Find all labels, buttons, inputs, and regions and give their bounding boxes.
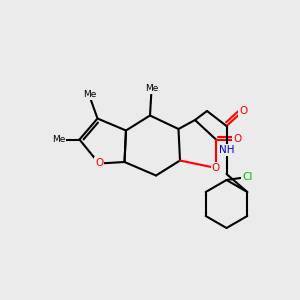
- Text: NH: NH: [219, 145, 234, 155]
- Text: O: O: [95, 158, 103, 169]
- Text: Me: Me: [52, 135, 65, 144]
- Text: Cl: Cl: [242, 172, 253, 182]
- Text: O: O: [212, 163, 220, 173]
- Text: Me: Me: [145, 84, 158, 93]
- Text: Me: Me: [83, 90, 97, 99]
- Text: O: O: [233, 134, 241, 145]
- Text: O: O: [239, 106, 247, 116]
- Text: O: O: [95, 158, 103, 169]
